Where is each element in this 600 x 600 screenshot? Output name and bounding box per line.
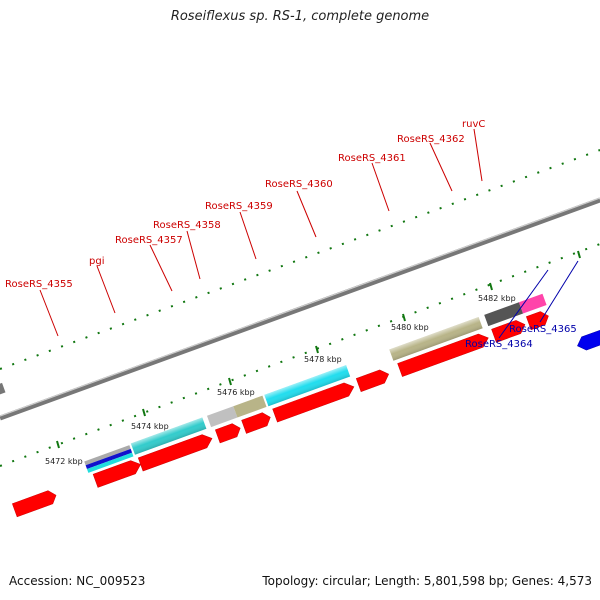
label-roseRS-4359[interactable]: RoseRS_4359 xyxy=(205,201,273,212)
leader-pgi xyxy=(96,265,116,314)
cds-arrow-roseRS-4364[interactable] xyxy=(575,326,600,353)
scale-label-5472: 5472 kbp xyxy=(45,457,83,466)
cds-arrow-roseRS-4361[interactable] xyxy=(397,331,491,377)
label-roseRS-4360[interactable]: RoseRS_4360 xyxy=(265,179,333,190)
gene-bar-roseRS-4355-grey[interactable] xyxy=(84,445,131,466)
label-roseRS-4355[interactable]: RoseRS_4355 xyxy=(5,279,73,290)
major-ticks xyxy=(56,250,581,449)
cds-arrow-left-edge[interactable] xyxy=(11,489,58,518)
label-roseRS-4362[interactable]: RoseRS_4362 xyxy=(397,134,465,145)
inner-tick-track xyxy=(0,243,600,467)
gene-bar-roseRS-4357[interactable] xyxy=(206,406,238,428)
scale-label-5474: 5474 kbp xyxy=(131,422,169,431)
cds-arrow-roseRS-4359[interactable] xyxy=(272,380,357,423)
gene-bar-roseRS-4362[interactable] xyxy=(484,302,524,327)
accession-text: Accession: NC_009523 xyxy=(9,574,146,588)
scale-label-5476: 5476 kbp xyxy=(217,388,255,397)
map-title: Roseiflexus sp. RS-1, complete genome xyxy=(170,9,430,24)
leader-roseRS-4360 xyxy=(296,190,317,238)
leader-roseRS-4362 xyxy=(429,142,453,192)
cds-arrow-roseRS-4358[interactable] xyxy=(241,411,273,434)
cds-arrow-pgi[interactable] xyxy=(137,432,214,472)
forward-labels: RoseRS_4355 pgi RoseRS_4357 RoseRS_4358 … xyxy=(5,119,485,337)
label-roseRS-4361[interactable]: RoseRS_4361 xyxy=(338,153,406,164)
leader-roseRS-4364 xyxy=(498,269,549,339)
label-pgi[interactable]: pgi xyxy=(89,256,104,267)
leader-roseRS-4359 xyxy=(239,211,257,260)
leader-roseRS-4358 xyxy=(186,230,201,280)
gene-bar-ruvC[interactable] xyxy=(518,293,547,314)
scale-label-5478: 5478 kbp xyxy=(304,355,342,364)
gene-bar-left-edge[interactable] xyxy=(0,382,6,396)
gene-bar-roseRS-4355-blue[interactable] xyxy=(85,448,133,470)
cds-arrow-roseRS-4355[interactable] xyxy=(92,458,143,488)
scale-labels: 5472 kbp 5474 kbp 5476 kbp 5478 kbp 5480… xyxy=(45,294,516,466)
leader-roseRS-4357 xyxy=(149,244,173,292)
leader-ruvC xyxy=(473,128,483,182)
scale-label-5482: 5482 kbp xyxy=(478,294,516,303)
sequence-backbone-highlight xyxy=(0,197,600,417)
gene-bar-roseRS-4361-shade xyxy=(389,316,483,361)
gene-features xyxy=(11,293,600,518)
cds-arrow-roseRS-4360[interactable] xyxy=(355,368,391,392)
leader-roseRS-4365 xyxy=(539,260,579,323)
leader-roseRS-4355 xyxy=(39,289,59,337)
label-roseRS-4364[interactable]: RoseRS_4364 xyxy=(465,339,533,350)
label-roseRS-4365[interactable]: RoseRS_4365 xyxy=(509,324,577,335)
leader-roseRS-4361 xyxy=(371,162,390,212)
scale-label-5480: 5480 kbp xyxy=(391,323,429,332)
label-roseRS-4358[interactable]: RoseRS_4358 xyxy=(153,220,221,231)
topology-summary: Topology: circular; Length: 5,801,598 bp… xyxy=(262,574,592,588)
cds-arrow-roseRS-4357[interactable] xyxy=(214,422,242,444)
gene-bar-pgi-shade xyxy=(130,417,207,455)
gene-bar-roseRS-4359-shade xyxy=(264,365,351,407)
label-roseRS-4357[interactable]: RoseRS_4357 xyxy=(115,235,183,246)
gene-bar-roseRS-4355-cyan[interactable] xyxy=(86,452,134,473)
cds-arrow-ruvC[interactable] xyxy=(526,309,551,331)
reverse-labels: RoseRS_4364 RoseRS_4365 xyxy=(465,260,579,350)
sequence-backbone xyxy=(0,197,600,421)
gene-bar-roseRS-4358[interactable] xyxy=(233,395,267,418)
label-ruvC[interactable]: ruvC xyxy=(462,119,485,130)
